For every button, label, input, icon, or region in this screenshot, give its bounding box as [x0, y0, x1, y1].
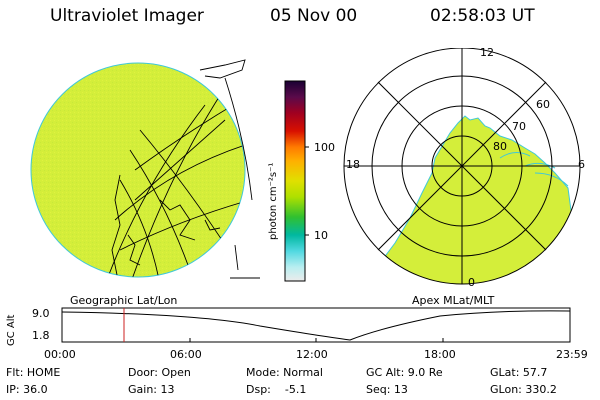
colorbar-unit-label: photon cm⁻²s⁻¹: [268, 162, 279, 240]
x-tick-0000: 00:00: [44, 348, 76, 361]
colorbar-tick-100: 100: [314, 141, 335, 154]
instrument-title: Ultraviolet Imager: [50, 6, 204, 26]
status-glat: GLat: 57.7: [490, 366, 548, 379]
status-seq: Seq: 13: [366, 383, 408, 396]
mlat-60-label: 60: [536, 98, 550, 111]
geo-panel-label: Geographic Lat/Lon: [70, 294, 178, 307]
altitude-ylabel: GC Alt: [6, 314, 17, 346]
status-ip: IP: 36.0: [6, 383, 48, 396]
x-tick-2359: 23:59: [556, 348, 588, 361]
status-gain: Gain: 13: [128, 383, 175, 396]
x-tick-1200: 12:00: [296, 348, 328, 361]
colorbar: [284, 80, 309, 282]
x-tick-0600: 06:00: [170, 348, 202, 361]
mlt-6-label: 6: [578, 158, 585, 171]
x-tick-1800: 18:00: [424, 348, 456, 361]
mlat-80-label: 80: [493, 140, 507, 153]
polar-mlat-mlt-image: [343, 48, 581, 285]
date-label: 05 Nov 00: [270, 6, 358, 26]
geographic-globe-image: [30, 59, 260, 279]
mlat-70-label: 70: [512, 120, 526, 133]
altitude-plot: [61, 307, 571, 343]
status-gc-alt: GC Alt: 9.0 Re: [366, 366, 443, 379]
time-label: 02:58:03 UT: [430, 6, 535, 26]
altitude-y-low: 1.8: [32, 329, 50, 342]
status-flt: Flt: HOME: [6, 366, 61, 379]
altitude-y-high: 9.0: [32, 307, 50, 320]
mlt-0-label: 0: [468, 276, 475, 289]
colorbar-tick-10: 10: [314, 229, 328, 242]
status-door: Door: Open: [128, 366, 191, 379]
mlt-12-label: 12: [480, 46, 494, 59]
mlt-18-label: 18: [346, 158, 360, 171]
status-mode: Mode: Normal: [246, 366, 323, 379]
status-glon: GLon: 330.2: [490, 383, 557, 396]
polar-panel-label: Apex MLat/MLT: [412, 294, 495, 307]
status-dsp: Dsp: -5.1: [246, 383, 307, 396]
